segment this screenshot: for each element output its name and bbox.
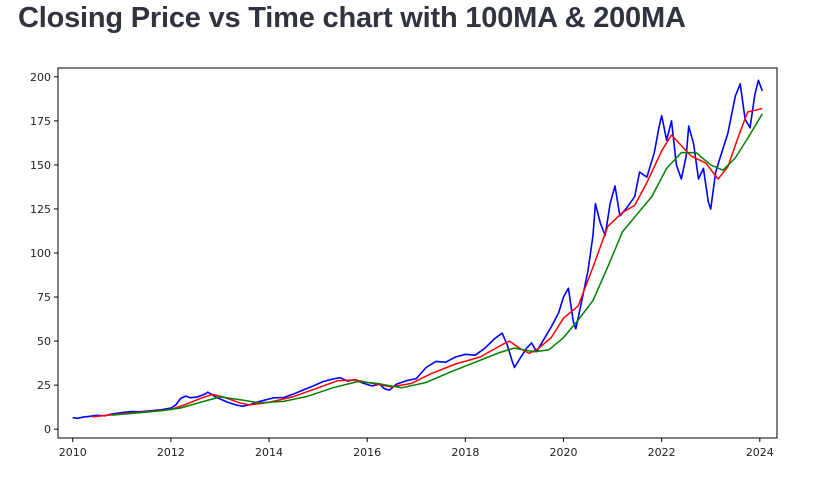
y-tick-label: 0 xyxy=(44,423,51,436)
series-line-1 xyxy=(92,107,763,418)
x-tick-label: 2018 xyxy=(451,446,479,459)
plot-frame xyxy=(57,67,778,439)
x-axis: 2010 2012 2014 2016 2018 2020 2022 2024 xyxy=(59,438,774,459)
y-axis: 0 25 50 75 100 125 150 175 200 xyxy=(30,71,58,436)
series-line-2 xyxy=(111,113,763,416)
y-tick-label: 75 xyxy=(37,291,51,304)
y-tick-label: 100 xyxy=(30,247,51,260)
series-layer xyxy=(72,79,764,420)
y-tick-label: 175 xyxy=(30,115,51,128)
page-title: Closing Price vs Time chart with 100MA &… xyxy=(18,2,686,34)
y-tick-label: 50 xyxy=(37,335,51,348)
x-tick-label: 2022 xyxy=(648,446,676,459)
series-line-0 xyxy=(72,79,764,420)
y-tick-label: 150 xyxy=(30,159,51,172)
x-tick-label: 2012 xyxy=(157,446,185,459)
x-tick-label: 2014 xyxy=(255,446,283,459)
y-tick-label: 125 xyxy=(30,203,51,216)
y-tick-label: 200 xyxy=(30,71,51,84)
x-tick-label: 2016 xyxy=(353,446,381,459)
y-tick-label: 25 xyxy=(37,379,51,392)
x-tick-label: 2010 xyxy=(59,446,87,459)
x-tick-label: 2024 xyxy=(746,446,774,459)
x-tick-label: 2020 xyxy=(550,446,578,459)
